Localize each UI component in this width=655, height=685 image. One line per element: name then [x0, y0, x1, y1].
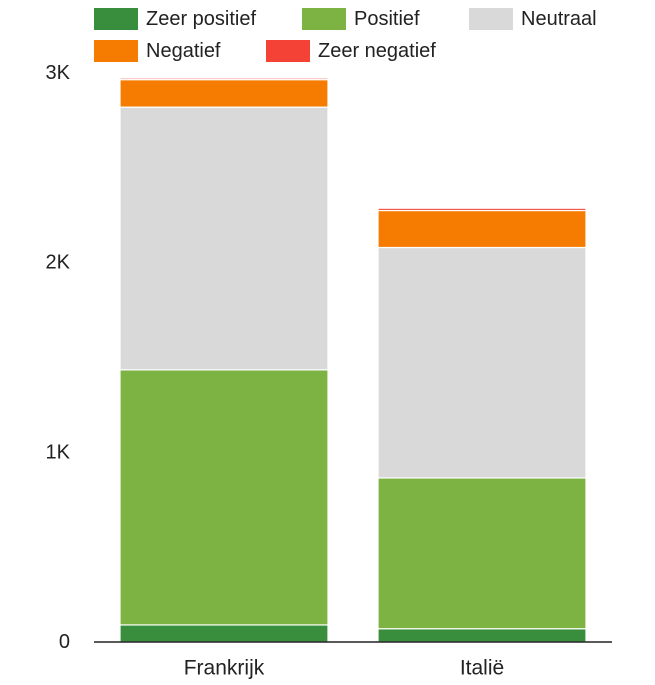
legend-swatch	[302, 8, 346, 30]
bar-segment-italie-negatief	[377, 209, 587, 249]
bar-segment-frankrijk-negatief	[119, 79, 329, 108]
legend: Zeer positief Positief Neutraal Negatief Zee…	[94, 8, 597, 62]
legend-swatch	[94, 8, 138, 30]
legend-label: Neutraal	[521, 8, 597, 30]
legend-label: Positief	[354, 8, 420, 30]
bar-segment-italie-zeer-positief	[377, 628, 587, 643]
x-axis-category-labels: Frankrijk Italië	[184, 657, 504, 680]
bar-segment-frankrijk-zeer-positief	[119, 624, 329, 643]
y-tick-label: 0	[59, 631, 70, 653]
legend-swatch	[469, 8, 513, 30]
legend-item-zeer-positief: Zeer positief	[94, 8, 256, 30]
legend-swatch	[94, 40, 138, 62]
bar-segment-italie-zeer-negatief	[377, 207, 587, 212]
bar-segment-italie-positief	[377, 477, 587, 630]
x-tick-label-italie: Italië	[460, 657, 504, 680]
legend-label: Zeer positief	[146, 8, 256, 30]
legend-label: Zeer negatief	[318, 40, 436, 62]
legend-item-negatief: Negatief	[94, 40, 221, 62]
y-tick-label: 2K	[46, 252, 71, 274]
bar-segment-frankrijk-zeer-negatief	[119, 77, 329, 81]
legend-label: Negatief	[146, 40, 221, 62]
bar-segment-frankrijk-positief	[119, 369, 329, 626]
legend-item-positief: Positief	[302, 8, 420, 30]
bar-segment-italie-neutraal	[377, 246, 587, 479]
legend-item-zeer-negatief: Zeer negatief	[266, 40, 436, 62]
bars	[119, 77, 587, 643]
legend-swatch	[266, 40, 310, 62]
y-tick-label: 3K	[46, 62, 71, 84]
legend-item-neutraal: Neutraal	[469, 8, 597, 30]
x-tick-label-frankrijk: Frankrijk	[184, 657, 265, 680]
y-tick-label: 1K	[46, 441, 71, 463]
bar-segment-frankrijk-neutraal	[119, 106, 329, 371]
y-axis-tick-labels: 0 1K 2K 3K	[46, 62, 71, 653]
